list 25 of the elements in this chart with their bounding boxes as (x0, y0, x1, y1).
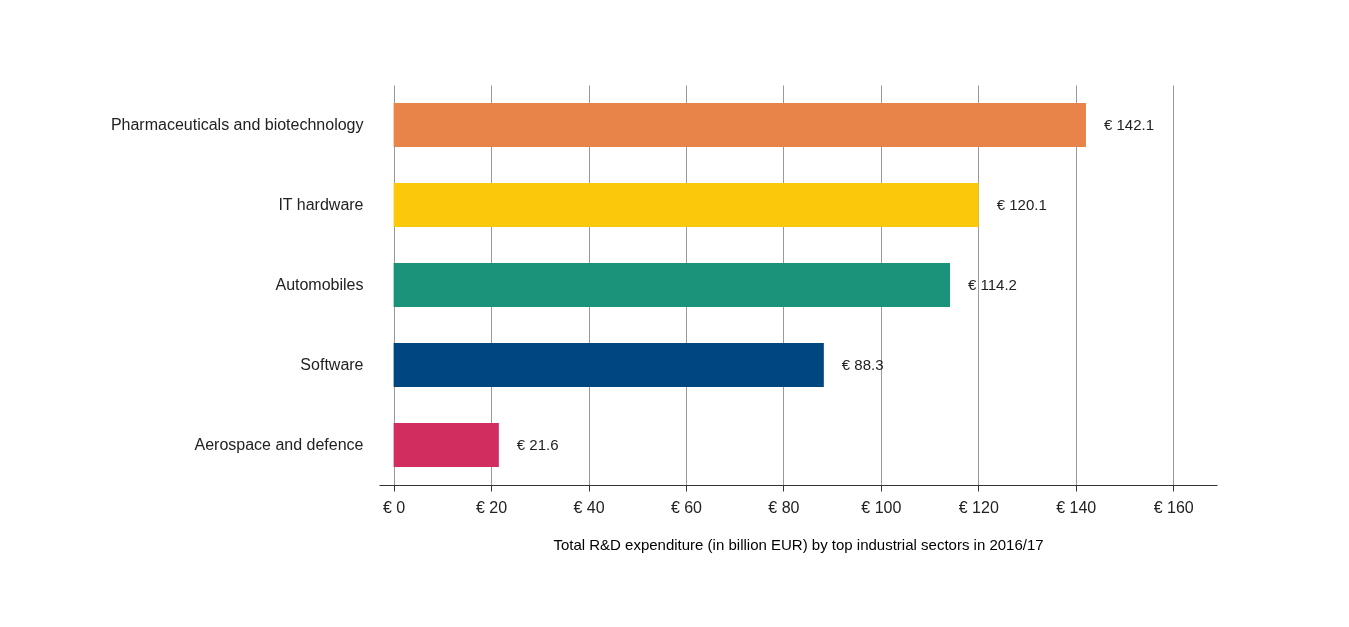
x-tick-label: € 40 (573, 498, 605, 516)
x-tick-label: € 0 (382, 498, 406, 516)
x-tick-label: € 120 (958, 498, 999, 516)
bar (393, 263, 951, 307)
y-tick-label: Aerospace and defence (194, 436, 364, 453)
data-label: € 120.1 (996, 196, 1047, 213)
y-tick-label: Automobiles (275, 276, 364, 293)
data-label: € 114.2 (968, 276, 1017, 293)
x-axis-title: Total R&D expenditure (in billion EUR) by top industrial sectors in 2016/17 (553, 535, 1044, 553)
bar (393, 183, 979, 227)
x-tick-label: € 60 (670, 498, 703, 516)
bar (393, 103, 1086, 147)
x-tick-label: € 160 (1153, 498, 1194, 516)
y-tick-label: Pharmaceuticals and biotechnology (110, 116, 364, 133)
x-tick-label: € 100 (861, 498, 902, 516)
bar (393, 423, 499, 467)
bar (393, 343, 824, 387)
data-label: € 88.3 (841, 356, 884, 373)
x-tick-label: € 140 (1056, 498, 1097, 516)
data-label: € 21.6 (516, 436, 559, 453)
y-tick-label: Software (300, 356, 364, 373)
data-label: € 142.1 (1103, 116, 1154, 133)
x-tick-label: € 20 (475, 498, 508, 516)
y-tick-label: IT hardware (278, 196, 364, 213)
x-tick-label: € 80 (768, 498, 800, 516)
